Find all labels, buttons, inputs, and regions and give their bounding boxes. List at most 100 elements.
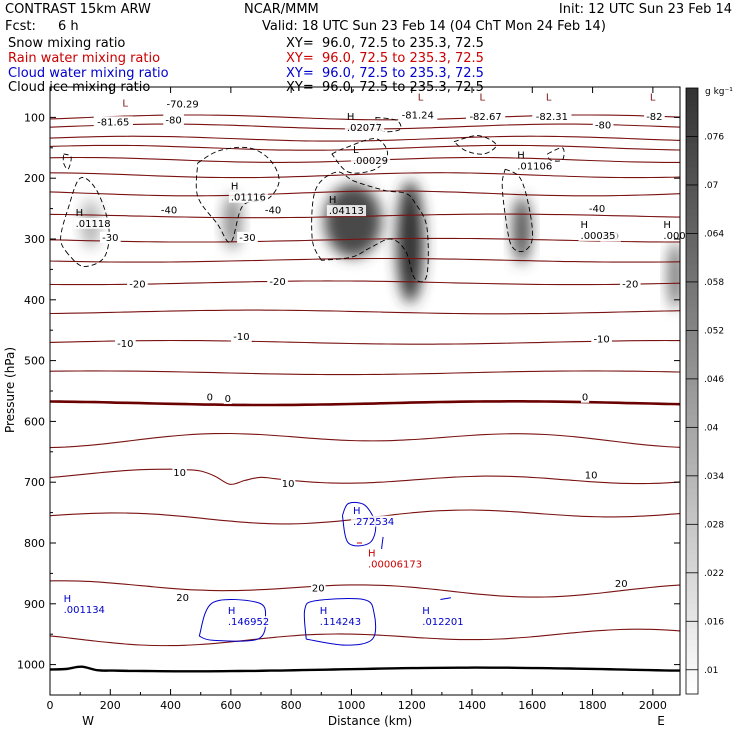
- colorbar-step: [686, 233, 698, 241]
- colorbar-step: [686, 621, 698, 628]
- cloud-water-contour-3: [440, 597, 451, 600]
- colorbar-step: [686, 227, 698, 235]
- colorbar-step: [686, 287, 698, 295]
- colorbar-step: [686, 554, 698, 562]
- colorbar-step: [686, 548, 698, 556]
- x-axis-label: Distance (km): [328, 714, 412, 728]
- extremum-mark: H: [347, 112, 355, 123]
- temp-label: 10: [585, 471, 598, 482]
- colorbar-step: [686, 239, 698, 247]
- cloud-ice-contour-2: [311, 171, 429, 283]
- x-tick-label: 800: [281, 699, 302, 712]
- isotherm--45: [50, 172, 680, 179]
- temp-label: 0: [207, 393, 213, 404]
- colorbar-step: [686, 275, 698, 283]
- ground-line: [50, 665, 680, 673]
- colorbar-step: [686, 403, 698, 410]
- colorbar-tick-label: .034: [704, 472, 724, 482]
- colorbar-tick-label: .07: [704, 181, 718, 191]
- cloud-ice-contour-8: [546, 147, 565, 162]
- colorbar-step: [686, 445, 698, 453]
- temp-label: -30: [239, 233, 255, 244]
- colorbar-step: [686, 318, 698, 325]
- colorbar-step: [686, 669, 698, 677]
- colorbar-tick-label: .028: [704, 520, 724, 530]
- temp-label-bg-23: [172, 467, 187, 479]
- extremum-value: .000: [663, 231, 685, 242]
- isotherm-20: [50, 580, 680, 598]
- axes: 0 200 400 600 800 1000 1200 1400 1600 1800 2000100…: [17, 87, 680, 712]
- temp-label-bg-17: [115, 338, 136, 350]
- temp-label: 20: [312, 584, 325, 595]
- x-tick-label: 1800: [579, 699, 607, 712]
- y-tick-label: 700: [24, 476, 45, 489]
- cloud-ice-contour-3: [331, 138, 389, 174]
- extremum-value-bg-9: [326, 205, 367, 217]
- colorbar-step: [686, 536, 698, 544]
- colorbar-step: [686, 603, 698, 610]
- temp-label-bg-22: [580, 391, 590, 403]
- isotherm--20: [50, 280, 680, 286]
- x-tick-label: 2000: [639, 699, 667, 712]
- extremum-value: .00035: [581, 231, 616, 242]
- colorbar-step: [686, 184, 698, 192]
- isotherm--5: [50, 370, 680, 376]
- field-cloudwater-name: Cloud water mixing ratio: [8, 66, 169, 81]
- temp-label-bg-20: [205, 391, 214, 403]
- extremum-value-bg-17: [317, 616, 364, 628]
- temp-label-bg-13: [99, 231, 121, 243]
- temp-label: -40: [161, 205, 177, 216]
- colorbar-step: [686, 663, 698, 671]
- cloud-ice-contour-6: [453, 135, 497, 155]
- x-east-label: E: [657, 714, 665, 728]
- y-tick-label: 100: [24, 111, 45, 124]
- header-fcst-value: 6 h: [58, 19, 79, 34]
- ground-surface: [50, 665, 680, 673]
- temp-label-bg-16: [619, 278, 641, 290]
- temp-label: 0: [582, 393, 588, 404]
- colorbar-frame: [685, 87, 699, 695]
- x-tick-label: 0: [47, 699, 54, 712]
- extremum-value-bg-11: [578, 230, 618, 241]
- cloud-ice-contour-7: [62, 153, 72, 170]
- x-tick-label: 1400: [458, 699, 486, 712]
- colorbar-step: [686, 372, 698, 380]
- isotherm--35: [50, 213, 680, 219]
- header-fcst-label: Fcst:: [5, 19, 36, 34]
- colorbar-step: [686, 481, 698, 489]
- extremum-value-bg-14: [366, 558, 424, 570]
- extremum-mark: L: [353, 145, 359, 156]
- colorbar-step: [686, 166, 698, 174]
- colorbar-step: [686, 530, 698, 538]
- plot-frame: [49, 86, 681, 696]
- temp-label-bg-3: [398, 109, 438, 121]
- temp-label-bg-24: [280, 478, 296, 490]
- cloud-ice-contour-5: [501, 168, 533, 252]
- colorbar-step: [686, 294, 698, 301]
- extremum-mark: H: [76, 208, 84, 219]
- field-rain-name: Rain water mixing ratio: [8, 51, 161, 66]
- extremum-value: .00029: [353, 156, 388, 167]
- colorbar-tick-label: .04: [704, 423, 719, 433]
- extremum-value: .01106: [517, 162, 552, 173]
- temp-label: -80: [595, 120, 611, 131]
- temp-label-bg-27: [311, 582, 326, 594]
- colorbar-step: [686, 366, 698, 374]
- colorbar-step: [686, 342, 698, 350]
- extremum-mark: L: [418, 92, 424, 103]
- extremum-mark: L: [480, 92, 486, 103]
- y-tick-label: 800: [24, 537, 45, 550]
- colorbar-step: [686, 524, 698, 531]
- temp-label-bg-6: [592, 119, 614, 131]
- extremum-value: .272534: [353, 517, 394, 528]
- y-tick-label: 900: [24, 598, 45, 611]
- header-valid: Valid: 18 UTC Sun 23 Feb 14 (04 ChT Mon …: [262, 19, 606, 34]
- colorbar-step: [686, 378, 698, 386]
- colorbar-step: [686, 572, 698, 580]
- temp-label: -81.24: [402, 111, 434, 122]
- colorbar-step: [686, 512, 698, 519]
- colorbar-step: [686, 590, 698, 598]
- colorbar-tick-label: .022: [704, 569, 724, 579]
- colorbar-tick-label: .052: [704, 326, 724, 336]
